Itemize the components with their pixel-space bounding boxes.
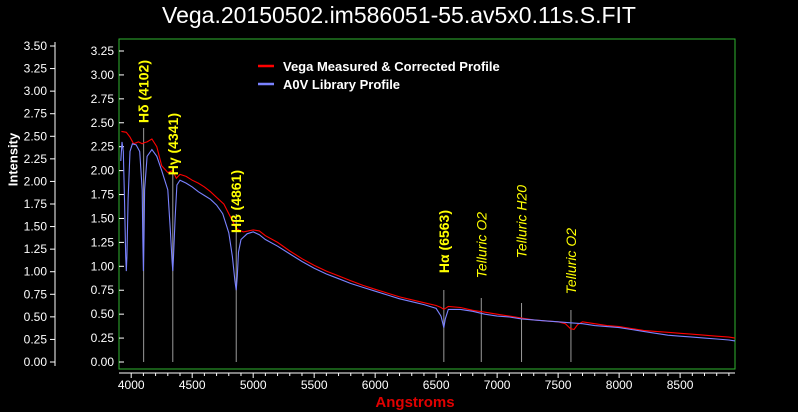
annotation-label-1: Hδ (4102)	[136, 60, 152, 123]
outer-y-tick-label: 1.75	[24, 197, 48, 211]
inner-y-tick-label: 0.50	[91, 307, 115, 321]
inner-y-axis: 0.00 0.25 0.50 0.75 1.00 1.25 1.50 1.75 2.00 2.25…	[91, 44, 124, 369]
x-tick-label: 8000	[606, 378, 633, 392]
series-line-2	[120, 141, 736, 342]
inner-y-tick-label: 2.25	[91, 140, 115, 154]
chart-title: Vega.20150502.im586051-55.av5x0.11s.S.FI…	[162, 2, 636, 28]
outer-y-tick-label: 2.00	[24, 174, 48, 188]
line-markers	[143, 128, 572, 362]
outer-y-tick-label: 1.00	[24, 265, 48, 279]
annotation-label-5: Telluric O2	[473, 212, 489, 279]
inner-y-tick-label: 0.00	[91, 355, 115, 369]
series-line-1	[121, 130, 736, 339]
x-tick-label: 4000	[118, 378, 145, 392]
inner-y-tick-label: 1.25	[91, 235, 115, 249]
outer-y-tick-label: 0.75	[24, 287, 48, 301]
annotation-label-4: Hα (6563)	[436, 210, 452, 273]
inner-y-tick-label: 1.00	[91, 259, 115, 273]
inner-y-tick-label: 2.75	[91, 92, 115, 106]
outer-y-tick-label: 2.25	[24, 152, 48, 166]
inner-y-tick-label: 1.50	[91, 211, 115, 225]
inner-y-tick-label: 3.00	[91, 68, 115, 82]
outer-y-tick-label: 2.50	[24, 129, 48, 143]
legend-label-2: A0V Library Profile	[283, 77, 400, 92]
annotation-label-2: Hγ (4341)	[165, 113, 181, 175]
annotation-label-6: Telluric H20	[514, 185, 530, 259]
inner-y-tick-label: 2.00	[91, 164, 115, 178]
x-tick-label: 8500	[667, 378, 694, 392]
outer-y-tick-label: 1.50	[24, 220, 48, 234]
outer-y-tick-label: 3.50	[24, 39, 48, 53]
inner-y-tick-label: 2.50	[91, 116, 115, 130]
x-tick-label: 5500	[301, 378, 328, 392]
x-tick-label: 6500	[423, 378, 450, 392]
outer-y-tick-label: 0.50	[24, 310, 48, 324]
outer-y-tick-label: 0.00	[24, 355, 48, 369]
inner-y-tick-label: 3.25	[91, 44, 115, 58]
x-axis-label: Angstroms	[375, 394, 455, 411]
legend-label-1: Vega Measured & Corrected Profile	[283, 59, 500, 74]
x-tick-label: 7500	[545, 378, 572, 392]
annotations: Hδ (4102) Hγ (4341) Hβ (4861) Hα (6563) Tell…	[136, 60, 579, 294]
outer-y-axis: 0.00 0.25 0.50 0.75 1.00 1.25 1.50 1.75 2.00 2.25…	[24, 39, 56, 369]
inner-y-tick-label: 0.25	[91, 331, 115, 345]
annotation-label-7: Telluric O2	[563, 228, 579, 295]
inner-y-tick-label: 0.75	[91, 283, 115, 297]
x-tick-label: 6000	[362, 378, 389, 392]
series-group	[120, 130, 736, 342]
inner-y-tick-label: 1.75	[91, 188, 115, 202]
outer-y-tick-label: 3.25	[24, 62, 48, 76]
x-tick-label: 4500	[179, 378, 206, 392]
annotation-label-3: Hβ (4861)	[228, 170, 244, 233]
outer-y-tick-label: 3.00	[24, 84, 48, 98]
outer-y-tick-label: 2.75	[24, 107, 48, 121]
plot-frame	[118, 38, 736, 370]
legend: Vega Measured & Corrected Profile A0V Lib…	[258, 59, 500, 92]
outer-y-tick-label: 0.25	[24, 332, 48, 346]
x-axis: 4000 4500 5000 5500 6000 6500 7000 7500 8000 8500	[118, 372, 735, 392]
x-tick-label: 7000	[484, 378, 511, 392]
outer-y-tick-label: 1.25	[24, 242, 48, 256]
x-tick-label: 5000	[240, 378, 267, 392]
